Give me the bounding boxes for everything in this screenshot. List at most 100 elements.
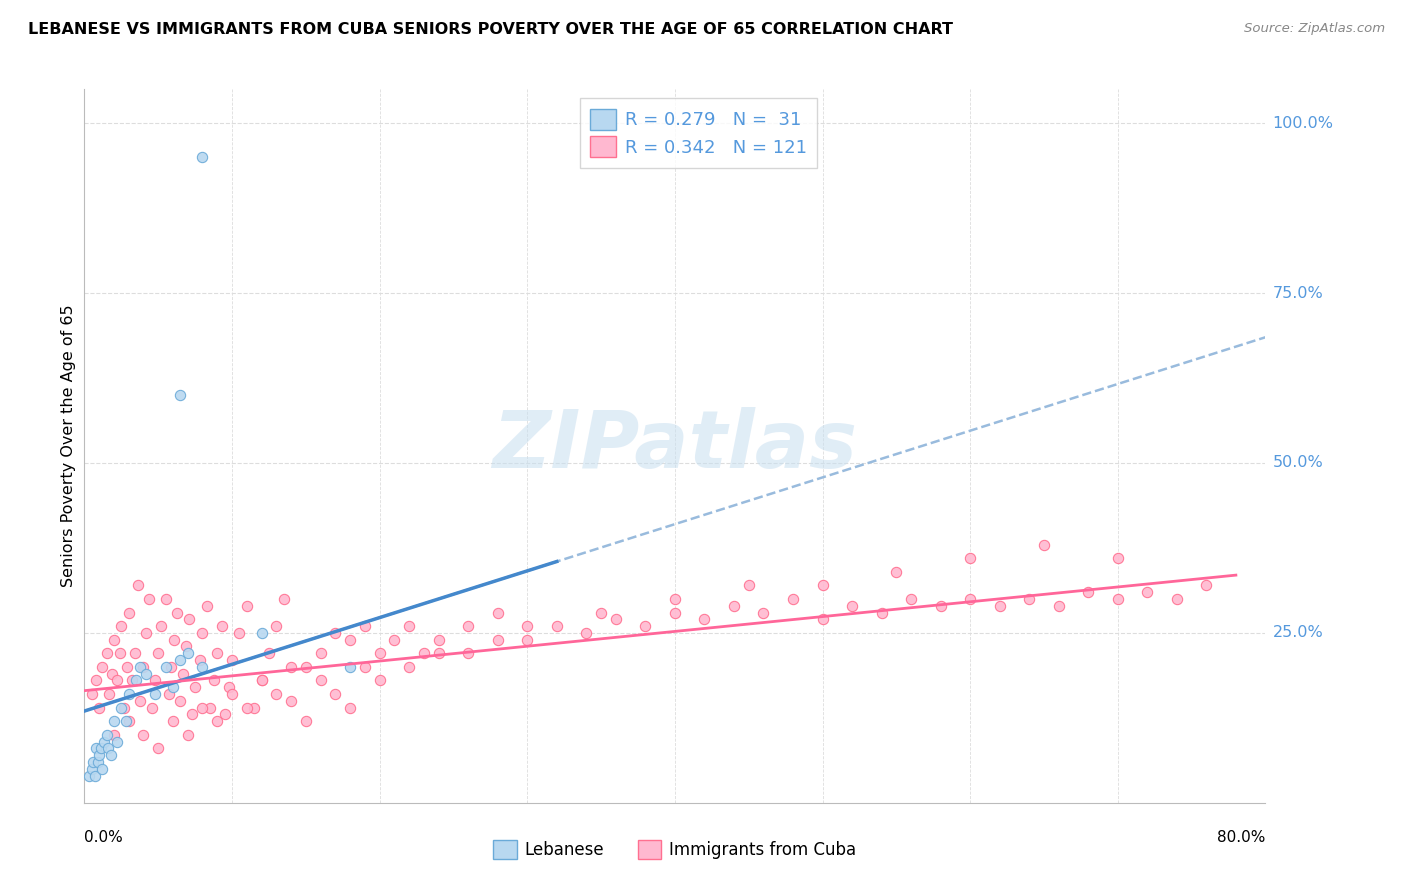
Point [150, 619, 173, 633]
Point [634, 619, 657, 633]
Legend: Lebanese, Immigrants from Cuba: Lebanese, Immigrants from Cuba [486, 833, 863, 866]
Point [181, 707, 204, 722]
Point [188, 653, 211, 667]
Point [80, 687, 103, 701]
Point [323, 687, 347, 701]
Point [427, 646, 450, 660]
Point [427, 632, 450, 647]
Point [125, 673, 148, 688]
Point [339, 660, 361, 674]
Point [84, 741, 107, 756]
Point [155, 660, 177, 674]
Point [97, 741, 120, 756]
Point [179, 612, 201, 626]
Text: 50.0%: 50.0% [1272, 456, 1323, 470]
Point [398, 660, 420, 674]
Point [228, 626, 250, 640]
Point [195, 599, 218, 613]
Point [811, 612, 834, 626]
Point [114, 714, 136, 729]
Point [295, 660, 318, 674]
Point [118, 606, 141, 620]
Point [129, 694, 152, 708]
Point [169, 653, 191, 667]
Point [169, 388, 191, 402]
Point [96, 728, 118, 742]
Point [82, 755, 104, 769]
Point [103, 728, 125, 742]
Point [118, 714, 141, 729]
Point [280, 660, 302, 674]
Point [516, 619, 538, 633]
Point [108, 646, 131, 660]
Point [546, 619, 568, 633]
Point [235, 700, 259, 714]
Point [110, 700, 132, 714]
Point [218, 680, 240, 694]
Point [1018, 591, 1040, 606]
Point [148, 646, 170, 660]
Point [250, 673, 273, 688]
Point [221, 687, 243, 701]
Point [160, 660, 183, 674]
Point [90, 741, 112, 756]
Point [250, 673, 273, 688]
Point [591, 606, 613, 620]
Point [87, 700, 111, 714]
Point [1107, 551, 1129, 566]
Point [575, 626, 598, 640]
Point [243, 700, 266, 714]
Point [103, 714, 125, 729]
Point [1107, 591, 1129, 606]
Point [135, 666, 157, 681]
Point [202, 673, 225, 688]
Point [693, 612, 716, 626]
Point [177, 646, 200, 660]
Point [155, 591, 177, 606]
Point [1136, 585, 1159, 599]
Point [1195, 578, 1218, 592]
Text: 75.0%: 75.0% [1272, 285, 1323, 301]
Point [166, 606, 188, 620]
Point [174, 640, 197, 654]
Point [211, 619, 233, 633]
Text: Source: ZipAtlas.com: Source: ZipAtlas.com [1244, 22, 1385, 36]
Point [486, 632, 509, 647]
Point [339, 700, 361, 714]
Point [84, 673, 107, 688]
Point [148, 741, 170, 756]
Point [177, 728, 200, 742]
Point [782, 591, 804, 606]
Point [205, 646, 228, 660]
Point [1032, 537, 1054, 551]
Point [100, 748, 122, 763]
Point [132, 660, 155, 674]
Point [86, 755, 108, 769]
Point [235, 599, 259, 613]
Point [80, 762, 103, 776]
Point [121, 673, 143, 688]
Point [368, 673, 391, 688]
Point [354, 619, 377, 633]
Point [163, 632, 186, 647]
Point [516, 632, 538, 647]
Point [172, 666, 194, 681]
Point [723, 599, 745, 613]
Text: 80.0%: 80.0% [1218, 830, 1265, 845]
Text: LEBANESE VS IMMIGRANTS FROM CUBA SENIORS POVERTY OVER THE AGE OF 65 CORRELATION : LEBANESE VS IMMIGRANTS FROM CUBA SENIORS… [28, 22, 953, 37]
Point [115, 660, 138, 674]
Point [124, 646, 146, 660]
Point [91, 762, 114, 776]
Point [184, 680, 207, 694]
Point [103, 632, 125, 647]
Point [93, 734, 115, 748]
Point [959, 591, 981, 606]
Point [191, 660, 214, 674]
Point [135, 626, 157, 640]
Point [162, 714, 184, 729]
Point [280, 694, 302, 708]
Point [110, 619, 132, 633]
Point [221, 653, 243, 667]
Point [664, 591, 686, 606]
Point [191, 150, 214, 164]
